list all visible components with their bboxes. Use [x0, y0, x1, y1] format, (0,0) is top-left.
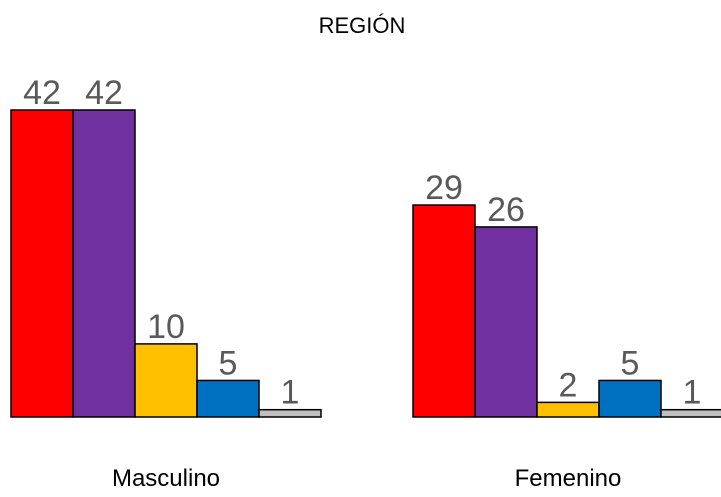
data-label: 42	[85, 74, 123, 112]
bar	[258, 408, 322, 418]
data-label: 26	[487, 191, 525, 229]
data-label: 5	[219, 344, 238, 382]
data-label: 42	[23, 74, 61, 112]
data-label: 1	[281, 374, 300, 412]
category-label: Femenino	[515, 465, 622, 492]
chart-title: REGIÓN	[319, 13, 406, 38]
bar	[474, 226, 538, 418]
bar	[598, 379, 662, 418]
data-label: 2	[559, 366, 578, 404]
data-label: 1	[683, 374, 702, 412]
bar	[10, 109, 74, 418]
data-label: 10	[147, 308, 185, 346]
bar	[134, 343, 198, 418]
data-label: 5	[621, 344, 640, 382]
category-label: Masculino	[112, 465, 220, 492]
bar	[660, 408, 721, 418]
bar	[412, 204, 476, 418]
data-label: 29	[425, 169, 463, 207]
bar	[72, 109, 136, 418]
bar	[536, 401, 600, 418]
bar	[196, 379, 260, 418]
plot-area: 42 42 10 5 1 Masculino 29 26 2 5 1 Femenino	[10, 74, 721, 492]
